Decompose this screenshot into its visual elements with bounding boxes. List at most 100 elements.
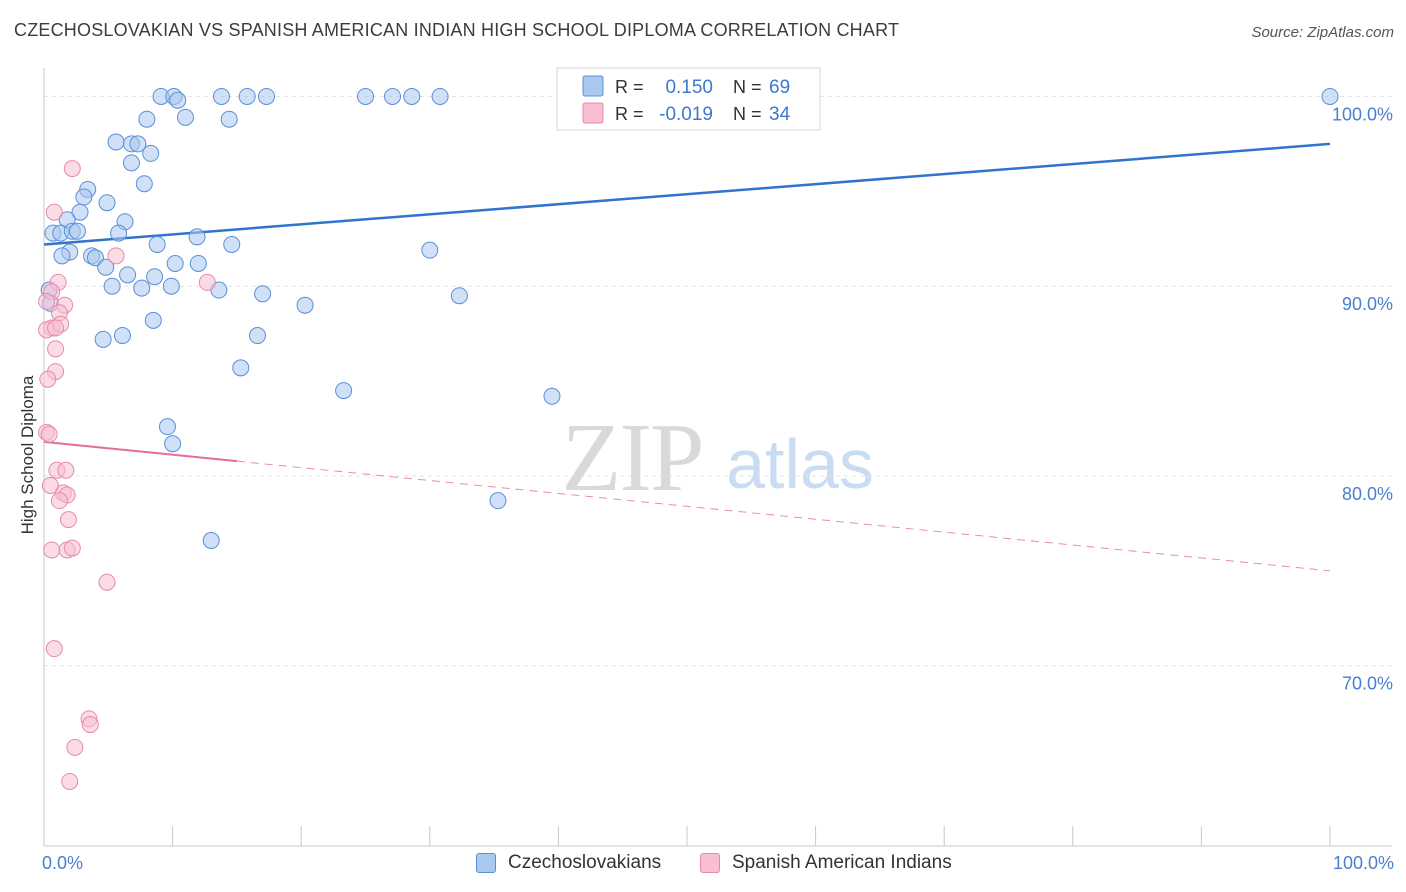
data-point-blue	[403, 87, 421, 105]
chart-title: CZECHOSLOVAKIAN VS SPANISH AMERICAN INDI…	[14, 20, 900, 40]
data-point-pink	[47, 340, 65, 358]
y-axis-label: High School Diploma	[18, 375, 37, 534]
data-point-pink	[41, 476, 59, 494]
source-label: Source: ZipAtlas.com	[1251, 24, 1394, 41]
data-point-pink	[66, 738, 84, 756]
legend-bottom: Czechoslovakians Spanish American Indian…	[0, 852, 1406, 878]
points-layer	[38, 87, 1339, 790]
data-point-blue	[148, 235, 166, 253]
data-point-blue	[144, 311, 162, 329]
data-point-blue	[129, 135, 147, 153]
data-point-blue	[119, 266, 137, 284]
data-point-pink	[47, 319, 65, 337]
data-point-blue	[212, 87, 230, 105]
data-point-pink	[45, 203, 63, 221]
data-point-pink	[43, 541, 61, 559]
legend-swatch-pink	[582, 102, 604, 124]
data-point-blue	[169, 91, 187, 109]
data-point-blue	[71, 203, 89, 221]
data-point-blue	[122, 154, 140, 172]
data-point-blue	[103, 277, 121, 295]
legend-box: R = 0.150 N = 69 R = -0.019 N = 34	[556, 67, 821, 131]
legend-r-label: R =	[615, 104, 644, 124]
data-point-blue	[202, 531, 220, 549]
data-point-blue	[107, 133, 125, 151]
x-tick-label: 0.0%	[42, 853, 83, 873]
data-point-blue	[138, 110, 156, 128]
data-point-blue	[68, 222, 86, 240]
data-point-blue	[158, 418, 176, 436]
data-point-blue	[135, 175, 153, 193]
legend-n-label: N =	[733, 77, 762, 97]
legend-n-value: 69	[769, 77, 790, 98]
data-point-blue	[223, 235, 241, 253]
trend-layer	[43, 142, 1331, 572]
data-point-pink	[45, 640, 63, 658]
y-tick-label: 100.0%	[1332, 104, 1393, 124]
data-point-blue	[166, 254, 184, 272]
legend-label: Spanish American Indians	[732, 852, 952, 873]
data-point-pink	[59, 511, 77, 529]
trend-line-blue	[43, 142, 1331, 246]
data-point-blue	[1321, 87, 1339, 105]
data-point-blue	[98, 194, 116, 212]
legend-swatch-blue	[476, 853, 496, 873]
legend-r-value: 0.150	[665, 77, 713, 98]
data-point-blue	[53, 247, 71, 265]
data-point-pink	[61, 772, 79, 790]
data-point-blue	[431, 87, 449, 105]
data-point-pink	[98, 573, 116, 591]
y-tick-label: 80.0%	[1342, 484, 1393, 504]
data-point-blue	[220, 110, 238, 128]
data-point-blue	[232, 359, 250, 377]
y-tick-label: 70.0%	[1342, 674, 1393, 694]
data-point-blue	[296, 296, 314, 314]
data-point-blue	[248, 327, 266, 345]
data-point-blue	[142, 144, 160, 162]
data-point-blue	[543, 387, 561, 405]
data-point-blue	[489, 492, 507, 510]
legend-n-value: 34	[769, 104, 791, 125]
legend-r-value: -0.019	[659, 104, 713, 125]
data-point-blue	[450, 287, 468, 305]
legend-item-spanish-american-indians: Spanish American Indians	[700, 852, 952, 874]
data-point-pink	[63, 539, 81, 557]
data-point-blue	[164, 435, 182, 453]
data-point-blue	[421, 241, 439, 259]
legend-n-label: N =	[733, 104, 762, 124]
data-point-pink	[38, 292, 56, 310]
legend-swatch-blue	[582, 75, 604, 97]
data-point-blue	[113, 327, 131, 345]
data-point-pink	[57, 461, 75, 479]
trend-line-pink-dashed	[236, 460, 1331, 572]
legend-label: Czechoslovakians	[508, 852, 662, 873]
data-point-pink	[40, 425, 58, 443]
legend-r-label: R =	[615, 77, 644, 97]
watermark-zip: ZIP	[562, 404, 703, 512]
data-point-blue	[188, 228, 206, 246]
data-point-blue	[189, 254, 207, 272]
data-point-blue	[254, 285, 272, 303]
trend-line-pink	[43, 440, 237, 463]
data-point-pink	[39, 370, 57, 388]
data-point-blue	[335, 382, 353, 400]
data-point-blue	[133, 279, 151, 297]
y-tick-label: 90.0%	[1342, 294, 1393, 314]
data-point-pink	[198, 273, 216, 291]
data-point-blue	[238, 87, 256, 105]
data-point-blue	[110, 224, 128, 242]
data-point-blue	[94, 330, 112, 348]
data-point-pink	[50, 492, 68, 510]
data-point-blue	[176, 108, 194, 126]
data-point-blue	[162, 277, 180, 295]
data-point-blue	[357, 87, 374, 105]
legend-item-czechoslovakians: Czechoslovakians	[476, 852, 661, 874]
data-point-blue	[146, 268, 164, 286]
x-tick-label: 100.0%	[1333, 853, 1394, 873]
data-point-blue	[257, 87, 275, 105]
watermark-atlas: atlas	[726, 425, 874, 503]
data-point-blue	[384, 87, 402, 105]
axis-layer: 100.0% 90.0% 80.0% 70.0% 0.0% 100.0%	[42, 68, 1394, 873]
data-point-pink	[81, 716, 99, 734]
